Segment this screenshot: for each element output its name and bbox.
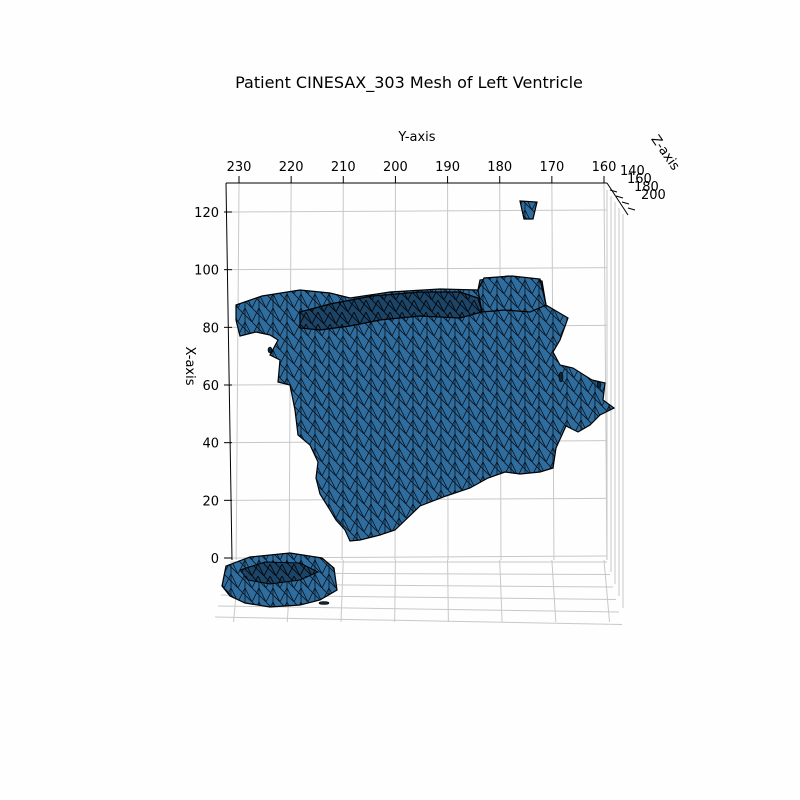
x-tick-label: 120 <box>194 206 219 221</box>
z-tick-label: 160 <box>627 172 652 187</box>
grid-line-vertical <box>603 182 608 561</box>
z-tick-label: 200 <box>641 188 666 203</box>
floor-grid-line <box>499 559 503 623</box>
x-tick-label: 0 <box>211 552 219 567</box>
y-ticks: 230 220 210 200 190 180 170 160 <box>227 160 617 183</box>
z-tick-label: 180 <box>634 180 659 195</box>
grid-line-vertical <box>235 182 240 561</box>
mesh-base-cap <box>239 561 320 585</box>
mesh-top-fragment <box>519 200 538 220</box>
grid-line-horizontal <box>231 267 608 271</box>
y-tick-label: 180 <box>487 160 512 175</box>
x-ticks: 0 20 40 60 80 100 120 <box>194 206 232 567</box>
floor-grid-line <box>340 559 344 623</box>
z-axis-label: Z-axis <box>647 133 682 174</box>
z-tick-mark <box>609 189 618 193</box>
x-tick-label: 20 <box>202 494 219 509</box>
x-axis-line <box>225 182 233 561</box>
mesh-top-cap <box>299 291 483 331</box>
chart-title: Patient CINESAX_303 Mesh of Left Ventric… <box>235 73 583 93</box>
y-axis-label: Y-axis <box>397 130 435 145</box>
floor-grid-line <box>394 559 396 623</box>
x-tick-label: 80 <box>202 321 219 336</box>
floor-grid-line <box>217 605 620 613</box>
z-tick-mark <box>615 195 624 199</box>
z-tick-mark <box>621 201 630 205</box>
y-tick-label: 200 <box>383 160 408 175</box>
x-tick-label: 100 <box>194 264 219 279</box>
y-tick-label: 220 <box>279 160 304 175</box>
z-axis-line <box>606 182 629 216</box>
floor-grid-line <box>447 559 449 623</box>
x-tick-label: 40 <box>202 437 219 452</box>
mesh-speck <box>267 346 273 354</box>
x-axis-label: X-axis <box>182 347 197 386</box>
mesh-speck <box>318 601 330 605</box>
y-tick-label: 170 <box>539 160 564 175</box>
y-tick-label: 160 <box>592 160 617 175</box>
x-tick-label: 60 <box>202 379 219 394</box>
floor-grid-line <box>214 616 623 625</box>
mesh-speck <box>596 381 602 389</box>
y-tick-label: 230 <box>227 160 252 175</box>
grid-line-horizontal <box>231 209 608 213</box>
floor-grid-line <box>551 559 557 623</box>
z-tick-mark <box>627 207 636 211</box>
y-tick-label: 210 <box>331 160 356 175</box>
ventricle-mesh <box>221 200 616 608</box>
y-tick-label: 190 <box>435 160 460 175</box>
z-tick-label: 140 <box>620 164 645 179</box>
mesh-upper-right-bump <box>477 275 547 313</box>
mesh-speck <box>558 371 564 383</box>
floor-grid-line <box>603 559 611 623</box>
axes <box>225 182 629 561</box>
